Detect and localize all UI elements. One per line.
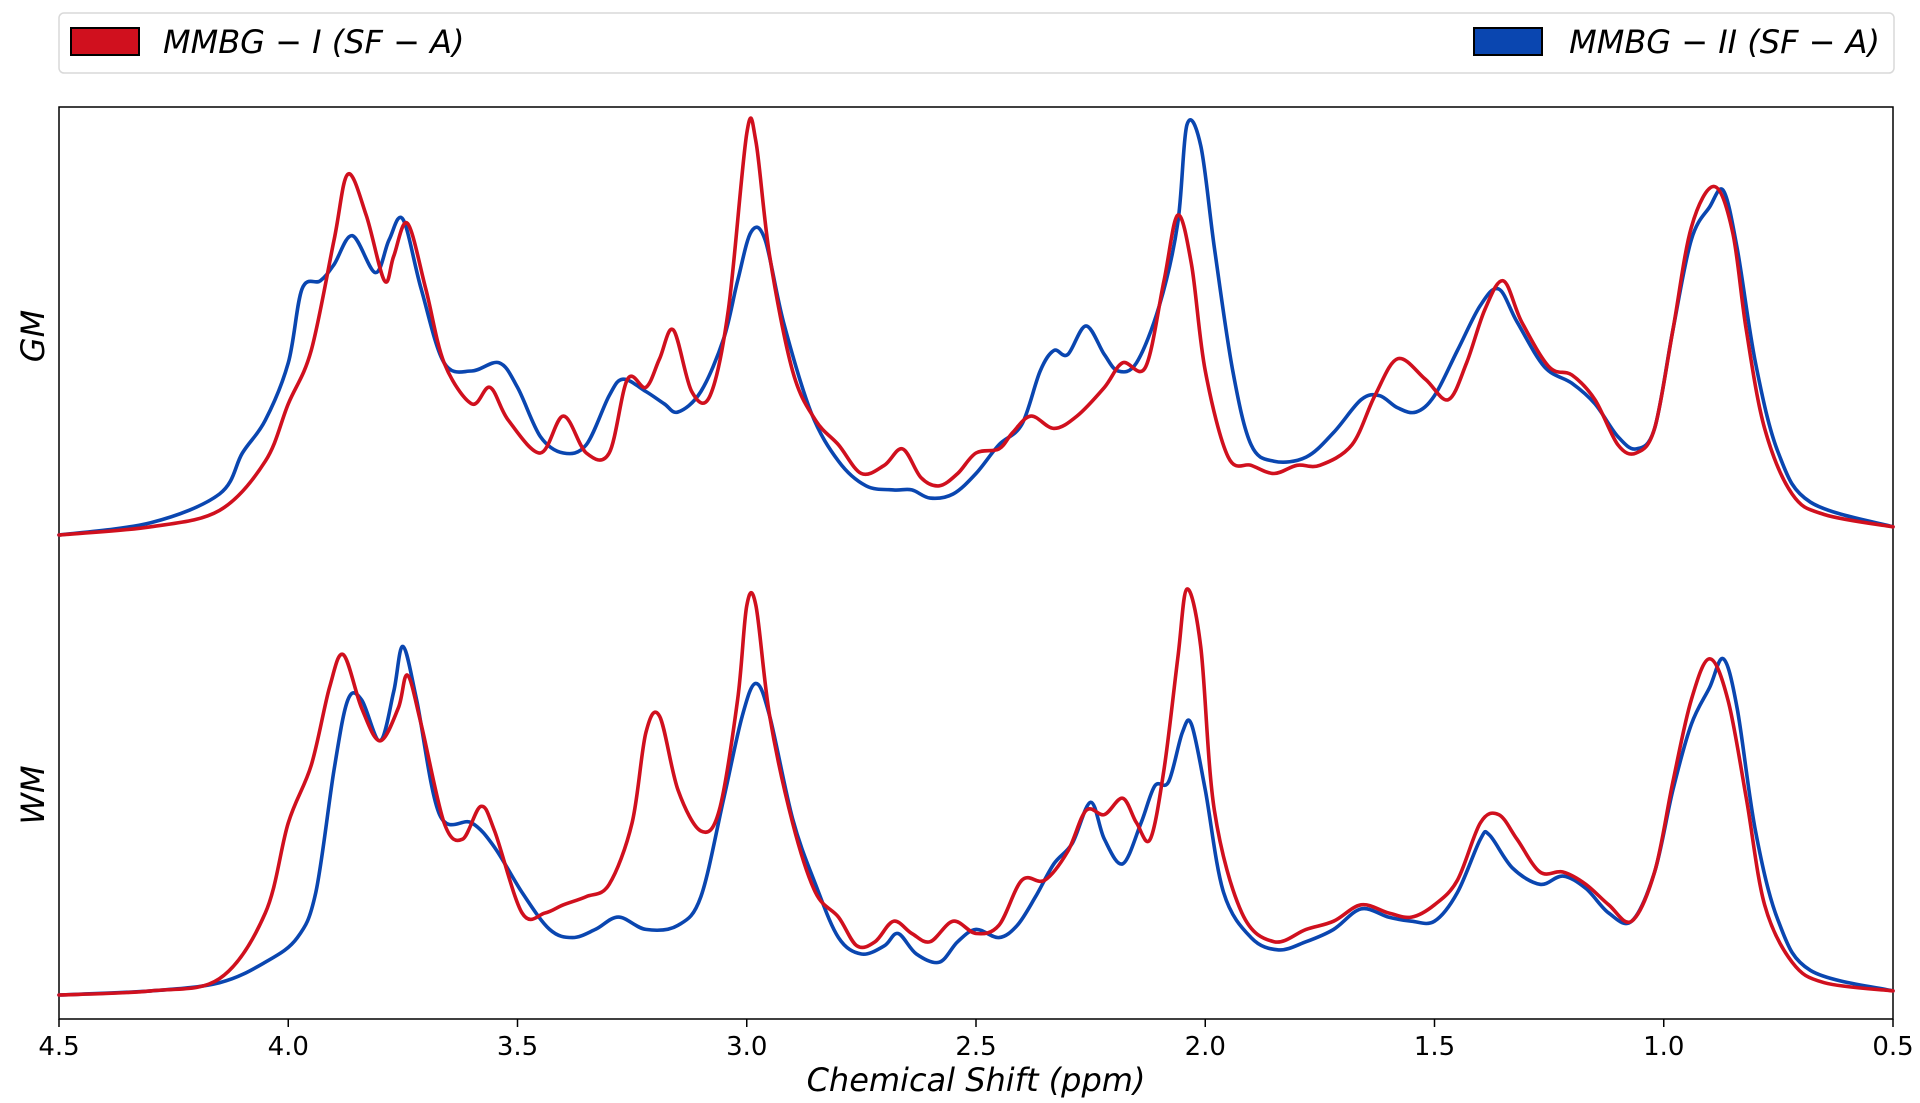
x-axis: 4.5 4.0 3.5 3.0 2.5 2.0 1.5 1.0 0.5 [38,1019,1914,1062]
x-tick-label: 4.5 [38,1032,79,1062]
row-label-wm: WM [14,765,52,824]
x-tick-label: 1.5 [1414,1032,1455,1062]
line-wm-series-1 [57,587,1895,997]
x-tick-label: 1.0 [1643,1032,1684,1062]
line-gm-series-2 [57,118,1895,537]
x-tick-label: 3.5 [497,1032,538,1062]
legend-label-mmbg-ii: MMBG − II (SF − A) [1569,23,1880,61]
legend-frame [58,12,1895,74]
series-lines [57,116,1895,997]
x-axis-title: Chemical Shift (ppm) [807,1061,1146,1099]
legend-label-mmbg-i: MMBG − I (SF − A) [163,23,464,61]
x-tick-label: 2.5 [955,1032,996,1062]
line-gm-series-1 [57,116,1895,537]
legend-swatch-mmbg-ii [1473,27,1543,56]
legend-swatch-mmbg-i [70,27,140,56]
x-tick-label: 4.0 [268,1032,309,1062]
x-tick-label: 3.0 [726,1032,767,1062]
legend: MMBG − I (SF − A) MMBG − II (SF − A) [58,12,1895,74]
line-wm-series-2 [57,644,1895,997]
x-tick-label: 2.0 [1185,1032,1226,1062]
x-tick-label: 0.5 [1872,1032,1913,1062]
row-label-gm: GM [14,310,52,362]
